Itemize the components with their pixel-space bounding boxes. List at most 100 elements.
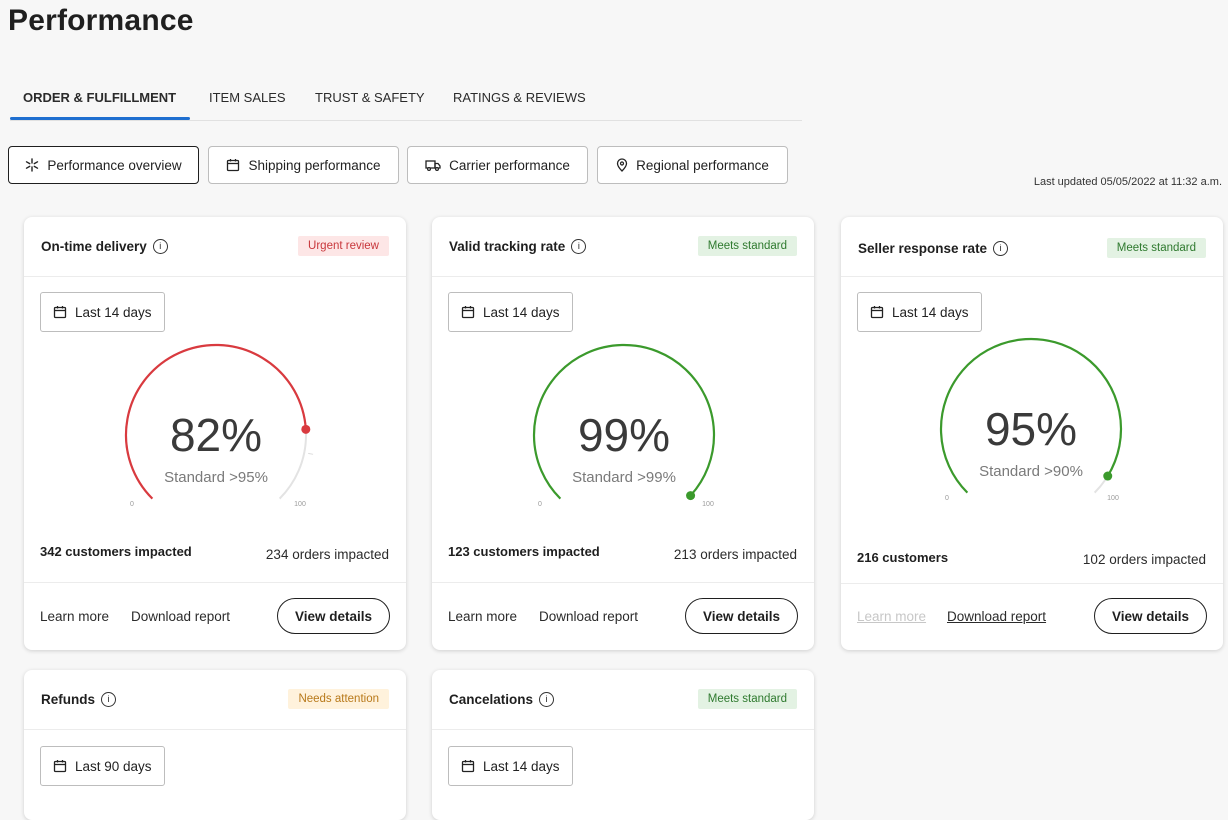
gauge-standard: Standard >99% — [572, 469, 676, 486]
customers-impacted: 342 customers impacted — [40, 544, 192, 559]
gauge-marker — [686, 491, 696, 501]
subtab-label: Shipping performance — [248, 157, 381, 173]
card-title-text: Seller response rate — [858, 241, 988, 256]
metric-card-cancelations: Cancelations i Meets standard Last 14 da… — [432, 670, 814, 820]
info-icon[interactable]: i — [571, 239, 587, 254]
gauge-ticks — [308, 452, 314, 455]
learn-more-link[interactable]: Learn more — [448, 609, 518, 624]
gauge-value: 95% — [985, 403, 1077, 455]
date-range-label: Last 14 days — [892, 304, 969, 320]
card-title-text: On-time delivery — [41, 239, 147, 254]
orders-impacted: 234 orders impacted — [265, 547, 389, 562]
gauge-value: 82% — [170, 409, 262, 461]
download-report-link[interactable]: Download report — [131, 609, 231, 624]
date-range-button[interactable]: Last 14 days — [857, 292, 982, 332]
info-icon[interactable]: i — [152, 239, 168, 254]
tab-item-sales[interactable]: ITEM SALES — [209, 90, 286, 105]
gauge: 99% Standard >99% 0 100 — [532, 343, 716, 508]
gauge: 95% Standard >90% 0 100 — [939, 337, 1123, 502]
card-title: Valid tracking rate i — [449, 239, 587, 254]
view-details-button[interactable]: View details — [1094, 598, 1207, 634]
gauge-standard: Standard >90% — [979, 463, 1083, 480]
card-title: On-time delivery i — [41, 239, 168, 254]
gauge-tick — [308, 452, 314, 455]
gauge: 82% Standard >95% 0 100 — [124, 343, 314, 508]
status-badge: Needs attention — [288, 689, 389, 709]
gauge-max-label: 100 — [294, 501, 306, 508]
subtab-label: Performance overview — [47, 157, 182, 173]
gauge-value: 99% — [578, 409, 670, 461]
card-title: Cancelations i — [449, 692, 555, 707]
calendar-icon — [461, 760, 475, 773]
card-title-text: Refunds — [41, 692, 95, 707]
subtab-shipping-performance[interactable]: Shipping performance — [208, 146, 399, 184]
gauge-min-label: 0 — [130, 501, 134, 508]
gauge-min-label: 0 — [945, 495, 949, 502]
page-title: Performance — [8, 4, 194, 37]
top-tabs: ORDER & FULFILLMENT ITEM SALES TRUST & S… — [10, 88, 802, 121]
tab-trust-safety[interactable]: TRUST & SAFETY — [315, 90, 425, 105]
card-title: Refunds i — [41, 692, 116, 707]
gauge-min-label: 0 — [538, 501, 542, 508]
status-badge: Urgent review — [298, 236, 389, 256]
card-header: Valid tracking rate i Meets standard — [432, 217, 814, 277]
tab-order-fulfillment[interactable]: ORDER & FULFILLMENT — [23, 90, 177, 105]
date-range-button[interactable]: Last 14 days — [448, 746, 573, 786]
date-range-button[interactable]: Last 90 days — [40, 746, 165, 786]
card-header: On-time delivery i Urgent review — [24, 217, 406, 277]
customers-impacted: 216 customers — [857, 550, 949, 565]
status-badge: Meets standard — [697, 236, 797, 256]
date-range-button[interactable]: Last 14 days — [40, 292, 165, 332]
date-range-label: Last 14 days — [75, 304, 152, 320]
info-icon[interactable]: i — [101, 692, 116, 707]
date-range-label: Last 14 days — [483, 304, 560, 320]
metric-card-seller-response-rate: Seller response rate i Meets standard La… — [841, 217, 1223, 650]
gauge-marker — [1103, 471, 1113, 481]
gauge-standard: Standard >95% — [164, 469, 268, 486]
truck-icon — [425, 160, 441, 172]
learn-more-link[interactable]: Learn more — [857, 609, 927, 624]
card-header: Refunds i Needs attention — [24, 670, 406, 730]
subtab-label: Regional performance — [636, 157, 769, 173]
card-title: Seller response rate i — [858, 241, 1009, 256]
customers-impacted: 123 customers impacted — [448, 544, 600, 559]
calendar-icon — [461, 306, 475, 319]
metric-card-refunds: Refunds i Needs attention Last 90 days — [24, 670, 406, 820]
metric-card-on-time-delivery: On-time delivery i Urgent review Last 14… — [24, 217, 406, 650]
date-range-label: Last 90 days — [75, 758, 152, 774]
info-icon[interactable]: i — [993, 241, 1009, 256]
metric-card-valid-tracking-rate: Valid tracking rate i Meets standard Las… — [432, 217, 814, 650]
tab-ratings-reviews[interactable]: RATINGS & REVIEWS — [453, 90, 586, 105]
card-header: Seller response rate i Meets standard — [841, 217, 1223, 277]
date-range-label: Last 14 days — [483, 758, 560, 774]
gauge-value-arc — [532, 343, 716, 500]
calendar-icon — [227, 159, 240, 172]
location-pin-icon — [616, 158, 628, 172]
calendar-icon — [870, 306, 884, 319]
gauge-marker — [301, 424, 311, 434]
download-report-link[interactable]: Download report — [539, 609, 639, 624]
card-header: Cancelations i Meets standard — [432, 670, 814, 730]
calendar-icon — [53, 306, 67, 319]
card-divider — [841, 583, 1223, 584]
gauge-max-label: 100 — [1107, 495, 1119, 502]
status-badge: Meets standard — [697, 689, 797, 709]
status-badge: Meets standard — [1106, 238, 1206, 258]
last-updated-text: Last updated 05/05/2022 at 11:32 a.m. — [1033, 176, 1222, 188]
subtab-performance-overview[interactable]: Performance overview — [8, 146, 199, 184]
gauge-max-label: 100 — [702, 501, 714, 508]
view-details-button[interactable]: View details — [685, 598, 798, 634]
sparkle-icon — [26, 158, 39, 172]
gauge-value-arc — [124, 343, 307, 500]
download-report-link[interactable]: Download report — [947, 609, 1047, 624]
learn-more-link[interactable]: Learn more — [40, 609, 110, 624]
date-range-button[interactable]: Last 14 days — [448, 292, 573, 332]
subtab-carrier-performance[interactable]: Carrier performance — [407, 146, 588, 184]
info-icon[interactable]: i — [539, 692, 555, 707]
subtab-regional-performance[interactable]: Regional performance — [597, 146, 788, 184]
gauge-value-arc — [939, 337, 1123, 494]
card-divider — [24, 582, 406, 583]
orders-impacted: 213 orders impacted — [673, 547, 797, 562]
view-details-button[interactable]: View details — [277, 598, 390, 634]
orders-impacted: 102 orders impacted — [1082, 552, 1206, 567]
